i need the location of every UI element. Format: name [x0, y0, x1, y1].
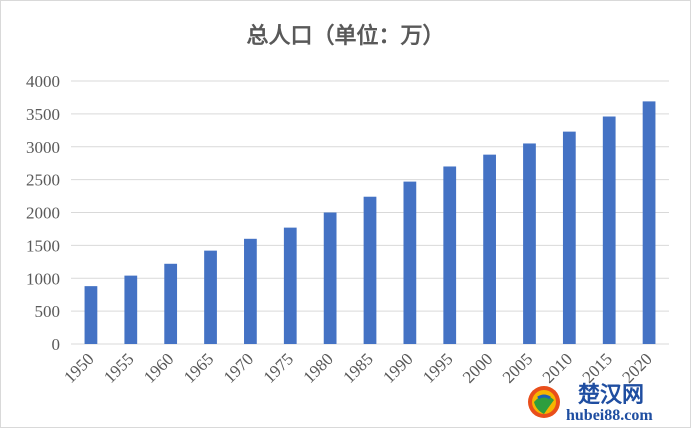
watermark-brand: 楚汉网 [578, 382, 644, 407]
bar [523, 143, 536, 344]
y-tick-label: 2000 [26, 204, 60, 223]
bar [642, 101, 656, 344]
bar [323, 212, 337, 344]
x-tick-label: 1980 [299, 349, 336, 386]
chart-title: 总人口（单位：万） [246, 23, 445, 49]
y-tick-label: 1000 [26, 269, 60, 288]
bar [84, 286, 98, 344]
site-watermark: 楚汉网 hubei88.com [522, 378, 688, 424]
bars [84, 101, 656, 344]
y-tick-label: 2500 [26, 171, 60, 190]
x-tick-label: 1970 [220, 349, 257, 386]
x-tick-label: 1950 [60, 349, 97, 386]
bar [124, 275, 138, 344]
x-tick-label: 1955 [100, 349, 137, 386]
x-tick-label: 1995 [419, 349, 456, 386]
y-tick-label: 3000 [26, 138, 60, 157]
bar [602, 116, 616, 344]
bar [164, 263, 178, 344]
x-tick-label: 1965 [180, 349, 217, 386]
bar [244, 238, 257, 344]
y-tick-label: 500 [35, 302, 61, 321]
globe-logo-icon [528, 386, 560, 418]
x-tick-label: 1990 [379, 349, 416, 386]
y-tick-label: 3500 [26, 105, 60, 124]
bar [204, 250, 217, 344]
bar [562, 131, 576, 344]
x-tick-label: 1960 [140, 349, 177, 386]
bar [403, 181, 417, 344]
y-tick-label: 4000 [26, 72, 60, 91]
x-tick-label: 1985 [339, 349, 376, 386]
y-tick-label: 0 [52, 335, 61, 354]
y-tick-labels: 0 500 1000 1500 2000 2500 3000 3500 4000 [26, 72, 60, 354]
bar [363, 196, 377, 344]
watermark-url: hubei88.com [566, 407, 653, 424]
bar [483, 154, 496, 344]
x-tick-label: 2000 [459, 349, 496, 386]
x-tick-label: 1975 [260, 349, 297, 386]
y-tick-label: 1500 [26, 236, 60, 255]
bar [283, 227, 297, 344]
bar [443, 166, 457, 344]
